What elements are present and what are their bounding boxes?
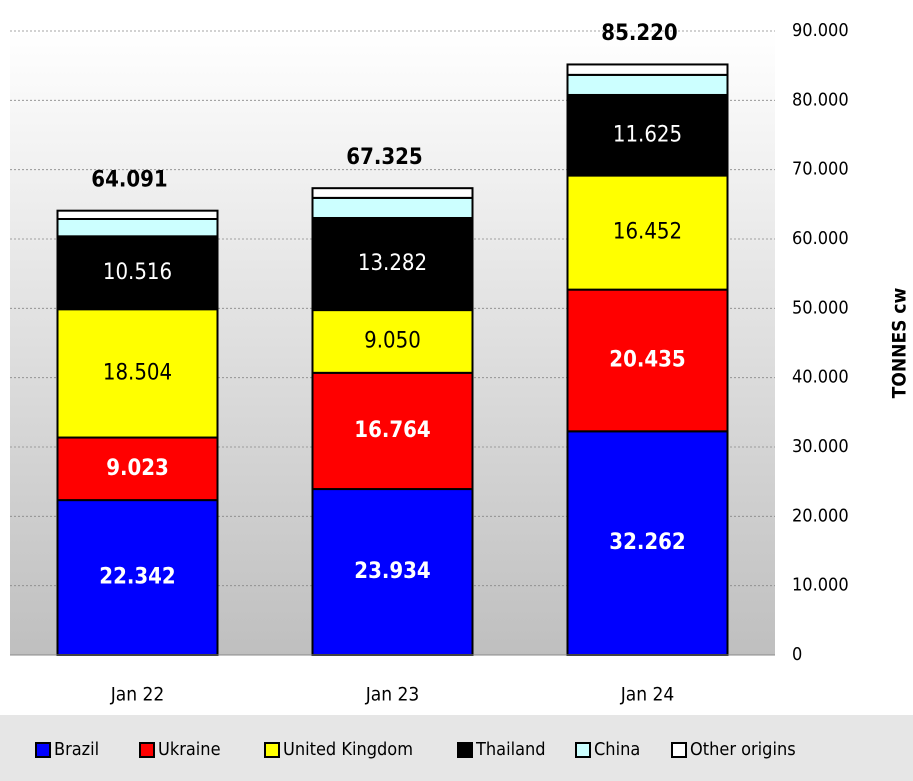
bar-segment — [311, 216, 474, 312]
x-tick-label: Jan 22 — [110, 684, 165, 706]
value-label: 32.262 — [609, 530, 685, 555]
value-label: 23.934 — [354, 559, 430, 584]
bar-segment — [566, 430, 729, 656]
value-label: 13.282 — [358, 251, 427, 276]
y-tick-label: 50.000 — [792, 297, 849, 318]
y-tick-label: 20.000 — [792, 505, 849, 526]
legend-label: China — [594, 739, 640, 760]
legend-label: Brazil — [54, 739, 99, 760]
value-label: 9.023 — [106, 456, 169, 481]
x-tick-label: Jan 23 — [365, 684, 420, 706]
legend-swatch — [671, 742, 687, 758]
y-tick-label: 70.000 — [792, 159, 849, 180]
value-label: 22.342 — [99, 565, 175, 590]
value-label: 18.504 — [103, 360, 172, 385]
legend-swatch — [457, 742, 473, 758]
legend-swatch — [35, 742, 51, 758]
bar-segment — [311, 196, 474, 219]
legend-swatch — [575, 742, 591, 758]
y-axis-title: TONNES cw — [889, 287, 911, 398]
value-label: 16.452 — [613, 220, 682, 245]
value-label: 16.764 — [354, 418, 430, 443]
y-tick-label: 60.000 — [792, 228, 849, 249]
y-tick-label: 80.000 — [792, 89, 849, 110]
bar-segment — [311, 187, 474, 199]
bar-segment — [566, 63, 729, 76]
legend-label: Other origins — [690, 739, 796, 760]
value-label: 10.516 — [103, 260, 172, 285]
legend-label: Thailand — [475, 739, 546, 760]
total-label: 67.325 — [346, 145, 422, 170]
y-tick-label: 0 — [792, 644, 802, 665]
bar-segment — [566, 174, 729, 291]
legend-label: United Kingdom — [283, 739, 413, 760]
y-tick-label: 90.000 — [792, 20, 849, 41]
bar-segment — [566, 288, 729, 433]
y-tick-label: 30.000 — [792, 436, 849, 457]
y-tick-label: 40.000 — [792, 367, 849, 388]
total-label: 64.091 — [91, 168, 167, 193]
bar-segment — [56, 209, 219, 220]
x-tick-label: Jan 24 — [620, 684, 675, 706]
legend-label: Ukraine — [158, 739, 221, 760]
bar-segment — [566, 93, 729, 177]
value-label: 9.050 — [364, 328, 421, 353]
legend-swatch — [139, 742, 155, 758]
value-label: 20.435 — [609, 347, 685, 372]
bar-segment — [566, 73, 729, 96]
bar-segment — [56, 217, 219, 238]
y-tick-label: 10.000 — [792, 575, 849, 596]
total-label: 85.220 — [601, 21, 677, 46]
legend-swatch — [264, 742, 280, 758]
bar-segment — [311, 371, 474, 491]
value-label: 11.625 — [613, 122, 682, 147]
bar-segment — [311, 309, 474, 374]
